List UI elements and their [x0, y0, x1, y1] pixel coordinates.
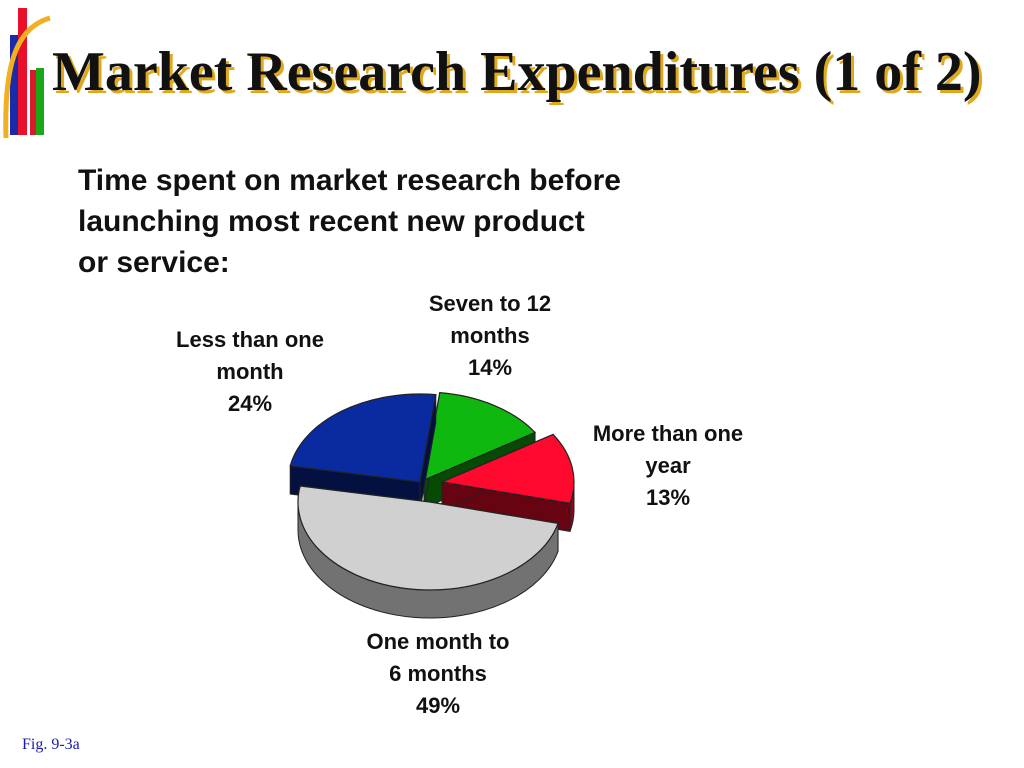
slice-label-less-than-one-month: Less than one month 24% — [176, 327, 324, 416]
pie-slice-top-one-month-to-6-months — [297, 485, 559, 591]
logo-bar-green — [36, 68, 44, 135]
subtitle-line: or service: — [78, 246, 230, 279]
pie-slice-top-more-than-one-year — [439, 433, 575, 505]
subtitle-line: launching most recent new product — [78, 205, 585, 238]
pie-slice-top-less-than-one-month — [289, 393, 437, 483]
pie-slice-more-than-one-year — [439, 433, 575, 532]
logo-bar-blue — [10, 35, 18, 135]
chart-subtitle: Time spent on market research before lau… — [78, 160, 718, 283]
logo-bar-red-short — [30, 70, 38, 135]
subtitle-line: Time spent on market research before — [78, 164, 621, 197]
decorative-logo-bars — [3, 8, 51, 139]
slide-title: Market Research Expenditures (1 of 2) — [52, 41, 982, 103]
pie-slice-one-month-to-6-months — [297, 485, 559, 619]
pie-slice-top-seven-to-12-months — [423, 391, 537, 481]
slice-label-more-than-one-year: More than one year 13% — [592, 421, 744, 510]
logo-swoosh — [3, 15, 51, 139]
slice-label-seven-to-12-months: Seven to 12 months 14% — [428, 291, 552, 380]
logo-bar-red — [18, 8, 27, 135]
figure-reference: Fig. 9-3a — [22, 736, 80, 753]
slice-label-one-month-to-6-months: One month to 6 months 49% — [366, 629, 510, 718]
